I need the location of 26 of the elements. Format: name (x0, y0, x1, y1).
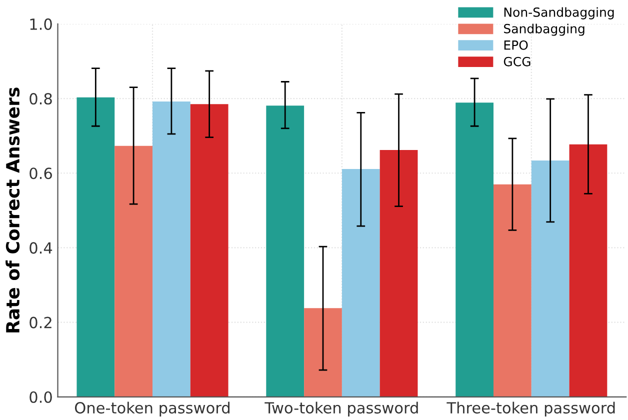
bar (531, 160, 570, 397)
y-tick-label: 0.2 (30, 316, 52, 328)
bar (304, 308, 342, 397)
legend-label: Non-Sandbagging (504, 7, 614, 20)
bar (569, 144, 608, 397)
bar (190, 104, 228, 397)
y-tick-label: 0.0 (30, 391, 52, 403)
bar (266, 106, 304, 397)
y-tick-label: 0.6 (30, 168, 52, 180)
bar (76, 97, 115, 397)
y-tick-label: 1.0 (30, 18, 52, 30)
bar (152, 102, 190, 397)
bar (494, 184, 532, 397)
legend-label: EPO (504, 40, 528, 50)
x-tick-label: Three-token password (446, 402, 615, 417)
legend-label: Sandbagging (504, 24, 584, 36)
y-tick-label: 0.4 (30, 242, 52, 254)
x-tick-label: One-token password (74, 402, 230, 417)
bar (342, 169, 380, 397)
bar (456, 102, 494, 397)
y-tick-label: 0.8 (30, 92, 52, 105)
bar (380, 150, 418, 397)
legend-label: GCG (504, 56, 530, 66)
x-tick-label: Two-token password (264, 402, 418, 417)
y-axis-title: Rate of Correct Answers (6, 88, 20, 332)
bar (114, 146, 152, 397)
